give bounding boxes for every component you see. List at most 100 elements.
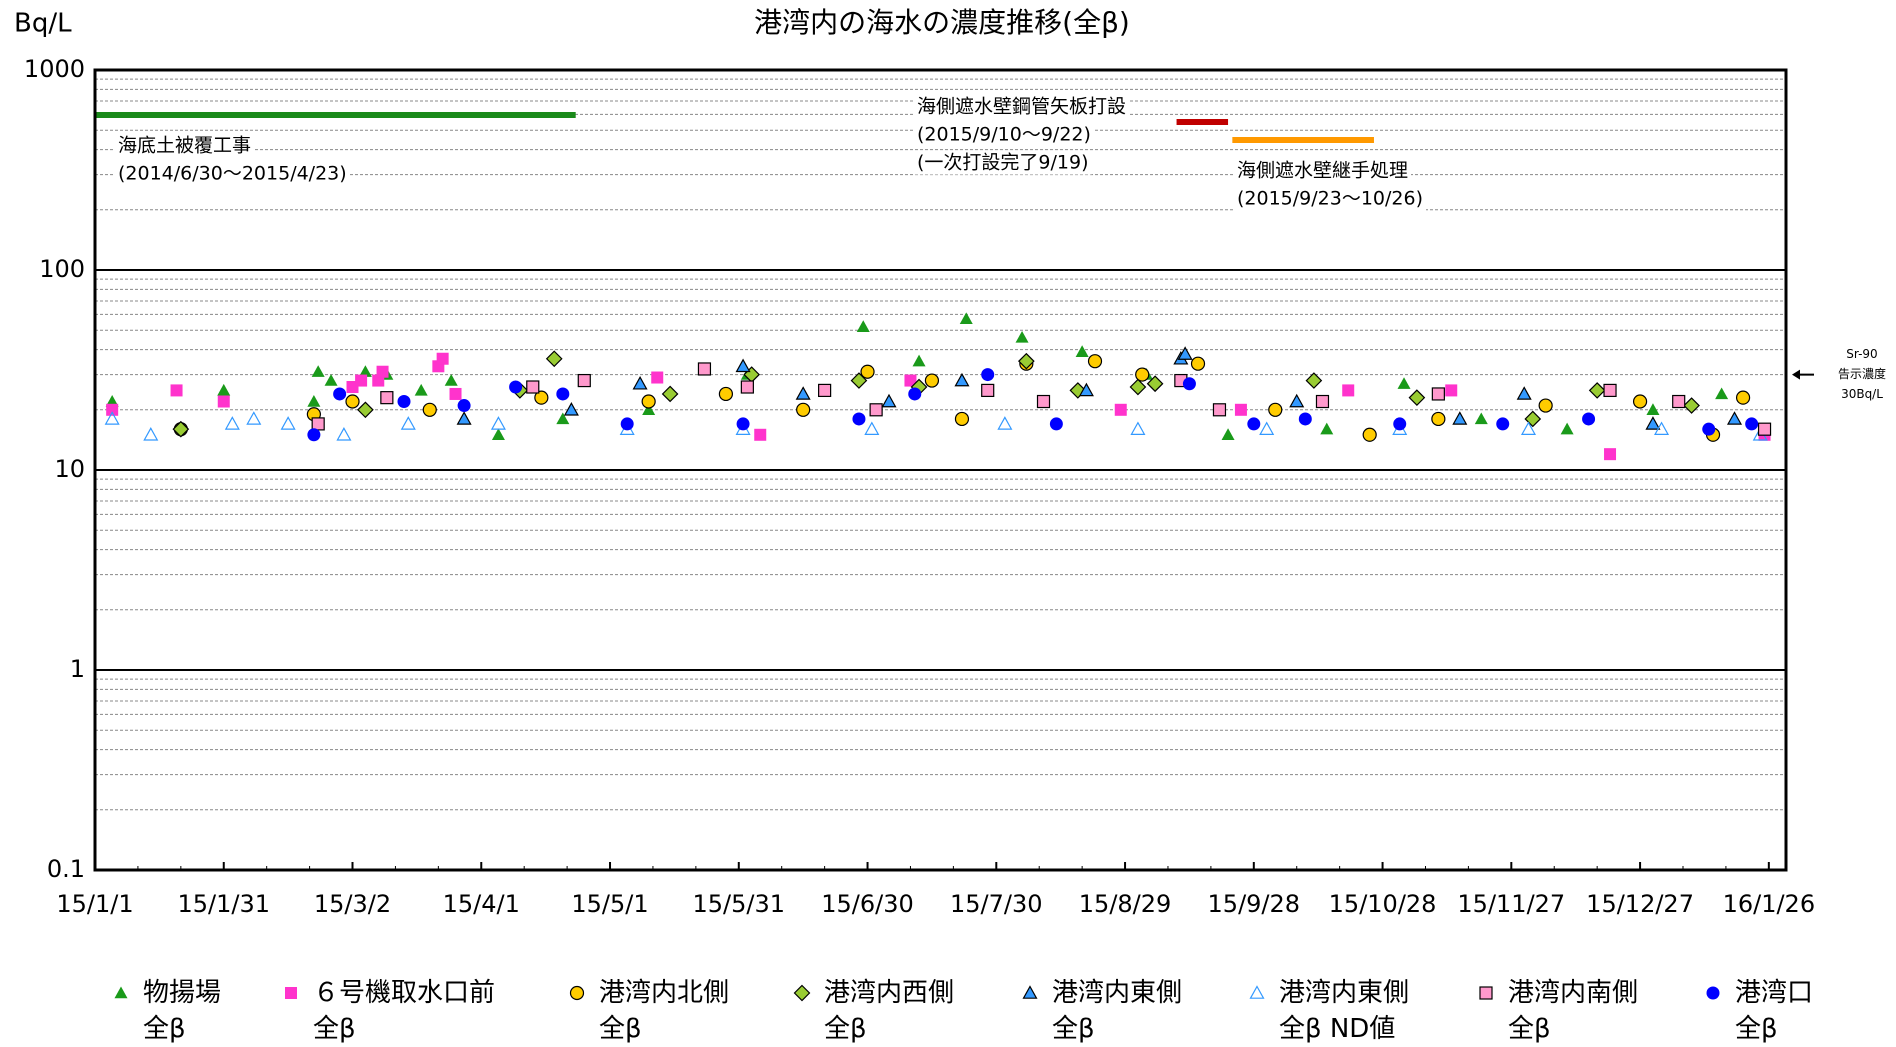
point [850,372,868,389]
point [697,362,712,376]
legend-item: 港湾口 全β [1701,975,1813,1047]
legend-symbol [285,987,297,999]
point [556,412,570,425]
y-tick-label: 1 [70,655,85,683]
point [1582,412,1596,426]
legend-item: 港湾内南側 全β [1474,975,1638,1047]
point [456,411,472,425]
point [1560,422,1574,435]
point [661,385,679,403]
annotation-bg [1234,186,1427,211]
point [981,368,995,382]
point [620,417,634,431]
point [170,384,183,397]
point [997,416,1013,430]
point [1221,428,1235,440]
point [444,374,458,386]
legend-symbol [1022,985,1038,999]
point [1130,421,1146,435]
point [358,365,372,377]
point [1015,330,1029,343]
point [1114,403,1127,416]
x-tick-label: 15/3/2 [314,890,391,918]
point [856,320,870,332]
point [509,380,523,394]
point [534,390,549,405]
point [869,403,883,417]
annotation-bg [1234,158,1412,183]
point [422,402,437,417]
point [904,374,917,387]
point [651,371,664,384]
point [1305,372,1323,389]
annotation-text: (2015/9/10～9/22) [917,124,1091,146]
legend-marker [793,984,811,1002]
point [736,417,750,431]
point [818,383,832,398]
x-tick-label: 15/11/27 [1457,890,1565,918]
point [307,395,321,407]
legend-item: 港湾内西側 全β [790,975,954,1047]
legend-marker [1022,985,1038,999]
point [336,427,352,441]
point [1182,377,1196,391]
point [1342,384,1355,397]
point [397,395,411,409]
point [414,383,428,396]
point [1604,448,1617,461]
point [796,402,811,417]
point [1393,417,1407,431]
point [311,417,325,431]
y-tick-label: 0.1 [47,855,85,883]
point [1212,403,1227,417]
point [1177,346,1193,360]
point [795,386,811,400]
point [436,352,449,365]
x-tick-label: 15/1/1 [56,890,133,918]
legend-label: 港湾内東側 全β ND値 [1279,978,1410,1044]
point [1075,345,1089,357]
point [642,403,656,415]
point [376,365,389,378]
reference-text: Sr-90 [1846,347,1877,361]
legend-symbol [1249,985,1265,999]
legend-item: 港湾内北側 全β [565,975,729,1047]
point [1588,382,1606,399]
y-unit: Bq/L [14,9,72,39]
legend-symbol [114,986,128,999]
point [912,354,926,367]
point [1646,403,1660,415]
point [1146,375,1164,393]
point [954,372,970,387]
point [860,364,875,379]
x-tick-label: 15/8/29 [1079,890,1172,918]
annotation-layer [95,112,1374,143]
point [563,402,579,416]
point [400,416,416,430]
annotation-text: 海底土被覆工事 [118,135,251,157]
point [217,395,230,408]
point [1362,427,1377,442]
point [641,394,656,409]
point [864,421,880,435]
point [1715,387,1729,400]
point [908,387,922,401]
point [104,411,120,425]
legend: 物揚場 全β ６号機取水口前 全β 港湾内北側 全β 港湾内西側 全β 港湾内東側 全β… [0,975,1896,1045]
point [1603,383,1617,398]
point [1431,387,1445,401]
point [1049,417,1063,431]
x-tick-label: 15/1/31 [177,890,270,918]
point [457,399,471,413]
point [491,428,505,440]
x-tick-label: 15/7/30 [950,890,1043,918]
point [1735,390,1751,405]
point [1745,417,1759,431]
point [307,428,321,442]
x-tick-label: 15/5/31 [693,890,786,918]
legend-label: 物揚場 全β [143,978,222,1044]
legend-symbol [569,985,585,1001]
point [718,386,734,402]
point [1408,389,1426,407]
